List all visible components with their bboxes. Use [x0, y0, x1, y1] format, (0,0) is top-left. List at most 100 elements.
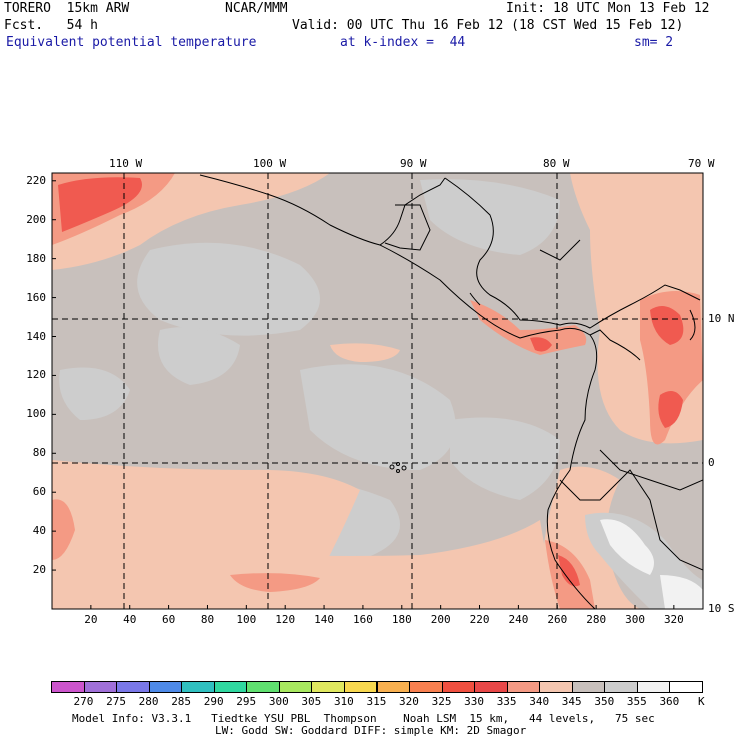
colorbar-label: 300	[268, 695, 289, 708]
colorbar-label: 315	[366, 695, 387, 708]
forecast-hour: Fcst. 54 h	[4, 18, 98, 33]
colorbar-label: 280	[138, 695, 159, 708]
init-time: Init: 18 UTC Mon 13 Feb 12	[506, 1, 710, 16]
y-tick-label: 100	[26, 407, 47, 421]
y-tick-label: 180	[26, 251, 47, 265]
field-name: Equivalent potential temperature	[6, 35, 257, 50]
colorbar-swatch	[343, 681, 378, 693]
peach-region-south	[52, 520, 555, 609]
colorbar-swatch	[441, 681, 476, 693]
colorbar-swatch	[376, 681, 411, 693]
colorbar-swatch	[148, 681, 183, 693]
x-tick-label: 60	[161, 613, 176, 626]
y-tick-label: 200	[26, 212, 47, 226]
colorbar-label: 360	[659, 695, 680, 708]
colorbar-swatch	[604, 681, 638, 693]
x-tick-label: 280	[586, 613, 607, 626]
red-region-peru	[558, 555, 580, 587]
colorbar-label: 355	[626, 695, 647, 708]
colorbar-label: 325	[431, 695, 452, 708]
x-tick-label: 40	[123, 613, 137, 626]
colorbar-label: 345	[561, 695, 582, 708]
colorbar-swatch	[409, 681, 443, 693]
center-name: NCAR/MMM	[225, 1, 288, 16]
red-region-nw	[58, 177, 142, 232]
colorbar-swatch	[636, 681, 671, 693]
y-tick-label: 60	[32, 485, 47, 499]
gray-patch	[420, 179, 560, 255]
smoothing-info: sm= 2	[634, 35, 674, 50]
salmon-patch	[52, 499, 75, 560]
lat-lon-grid	[52, 173, 703, 609]
coastlines	[199, 174, 703, 609]
colorbar-swatch	[181, 681, 215, 693]
y-tick-label: 80	[32, 446, 47, 460]
x-tick-label: 100	[236, 613, 257, 626]
colorbar-swatch	[83, 681, 118, 693]
colorbar-swatch	[311, 681, 345, 693]
colorbar-swatch	[539, 681, 573, 693]
lat-label-10n: 10 N	[708, 312, 735, 325]
colorbar-swatch	[246, 681, 280, 693]
colorbar-unit: K	[698, 695, 705, 708]
gray-patch	[158, 327, 240, 385]
valid-time: Valid: 00 UTC Thu 16 Feb 12 (18 CST Wed …	[292, 18, 684, 33]
lat-label-10s: 10 S	[708, 602, 735, 615]
y-tick-label: 140	[26, 329, 47, 343]
level-info: at k-index = 44	[340, 35, 466, 50]
map-fields	[52, 173, 703, 609]
colorbar-swatch	[278, 681, 313, 693]
x-tick-label: 260	[547, 613, 568, 626]
lon-label-90w: 90 W	[400, 157, 427, 170]
y-tick-label: 160	[26, 290, 47, 304]
x-tick-label: 20	[84, 613, 98, 626]
x-tick-label: 180	[391, 613, 412, 626]
colorbar-label: 310	[333, 695, 354, 708]
lat-label-0: 0	[708, 456, 715, 469]
white-region-andes-south	[660, 575, 703, 609]
colorbar-label: 305	[301, 695, 322, 708]
y-tick-label: 220	[26, 173, 47, 187]
map-frame	[51, 172, 704, 610]
x-tick-label: 120	[275, 613, 296, 626]
x-tick-label: 140	[314, 613, 335, 626]
colorbar-swatch	[213, 681, 248, 693]
y-ticks	[52, 180, 56, 571]
x-tick-label: 200	[430, 613, 451, 626]
model-info: Model Info: V3.3.1 Tiedtke YSU PBL Thomp…	[72, 712, 655, 725]
gray-patch	[59, 367, 130, 420]
colorbar-label: 270	[73, 695, 94, 708]
colorbar-label: 320	[399, 695, 419, 708]
x-tick-label: 240	[508, 613, 529, 626]
red-spot-panama	[530, 337, 552, 352]
colorbar-swatch	[669, 681, 703, 693]
gray-patch	[137, 242, 320, 336]
salmon-patch	[230, 573, 320, 592]
gray-patch	[300, 364, 456, 470]
red-region-colombia	[650, 306, 684, 345]
white-region-andes	[600, 519, 654, 575]
colorbar-label: 350	[594, 695, 615, 708]
colorbar-label: 275	[106, 695, 126, 708]
lon-label-100w: 100 W	[253, 157, 287, 170]
colorbar-label: 295	[236, 695, 257, 708]
colorbar-label: 290	[203, 695, 224, 708]
colorbar-swatch	[506, 681, 541, 693]
peach-streak	[330, 343, 400, 362]
lon-label-80w: 80 W	[543, 157, 570, 170]
colorbar-swatch	[571, 681, 606, 693]
y-tick-label: 40	[32, 524, 47, 538]
x-tick-label: 220	[469, 613, 490, 626]
gray-patch	[450, 417, 560, 500]
x-tick-label: 80	[200, 613, 215, 626]
colorbar-label: 335	[496, 695, 517, 708]
lon-label-110w: 110 W	[109, 157, 143, 170]
x-tick-label: 160	[353, 613, 373, 626]
model-title: TORERO 15km ARW	[4, 1, 130, 16]
colorbar-swatch	[474, 681, 508, 693]
red-region-colombia-south	[658, 391, 683, 428]
colorbar-swatch	[116, 681, 150, 693]
x-ticks	[90, 605, 675, 609]
lon-label-70w: 70 W	[688, 157, 715, 170]
